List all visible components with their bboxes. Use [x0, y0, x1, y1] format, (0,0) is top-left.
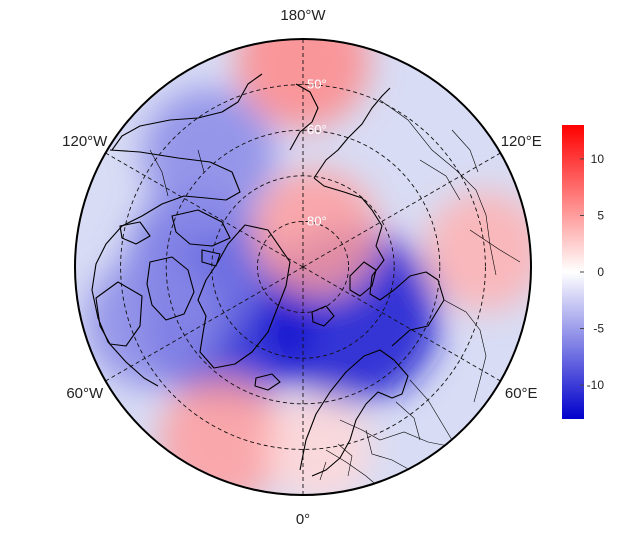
meridian-line	[302, 266, 501, 382]
latitude-circle	[120, 84, 486, 450]
novaya-zemlya-coastline	[349, 261, 377, 297]
colorbar-tick-label: 0	[597, 265, 604, 279]
alaska-coastline	[111, 73, 263, 151]
colorbar-ticks: 10 5 0 -5 -10	[580, 152, 604, 392]
baffin-island-coastline	[146, 256, 195, 321]
canadian-archipelago-coastline	[119, 209, 231, 267]
border-line	[379, 99, 497, 276]
border-line	[325, 429, 411, 489]
map-border	[74, 38, 532, 496]
borders-layer	[149, 99, 521, 489]
meridian-line	[105, 266, 304, 382]
border-line	[149, 149, 205, 197]
border-line	[419, 129, 521, 263]
latitude-label: 80°	[307, 213, 327, 228]
hudson-bay-coastline	[95, 281, 143, 347]
border-line	[339, 419, 449, 447]
meridian-line	[105, 152, 304, 268]
border-line	[319, 443, 353, 481]
colorbar: 10 5 0 -5 -10	[562, 125, 604, 419]
latitude-label: 50°	[307, 77, 327, 92]
longitude-label: 60°W	[66, 385, 104, 402]
map-disc	[75, 39, 531, 495]
iceland-coastline	[254, 373, 281, 391]
longitude-label: 180°W	[280, 7, 326, 24]
colorbar-tick-label: 10	[591, 152, 605, 166]
meridian-line	[302, 152, 501, 268]
chukotka-coastline	[289, 83, 319, 151]
latitude-label: 60°	[307, 122, 327, 137]
longitude-label: 120°W	[62, 133, 108, 150]
colorbar-tick-label: 5	[597, 208, 604, 222]
longitude-label: 60°E	[505, 385, 538, 402]
graticule-layer	[75, 39, 531, 495]
colorbar-tick-label: -10	[587, 378, 605, 392]
anomaly-blob	[142, 88, 277, 223]
svalbard-coastline	[311, 305, 335, 327]
border-line	[443, 299, 487, 403]
anomaly-blob	[251, 169, 379, 297]
anomaly-blob	[158, 377, 286, 495]
longitude-label: 0°	[296, 511, 310, 528]
longitude-label: 120°E	[501, 133, 542, 150]
longitude-labels: 180°W 120°E 60°E 0° 60°W 120°W	[62, 7, 542, 528]
latitude-labels: 50° 60° 80°	[307, 77, 327, 229]
colorbar-tick-label: -5	[593, 322, 604, 336]
scandinavia-coastline	[299, 349, 409, 477]
siberia-coastline	[313, 87, 391, 179]
anomaly-blob	[265, 395, 372, 495]
anomaly-blob	[86, 254, 221, 389]
border-line	[395, 379, 453, 441]
colorbar-scale	[562, 125, 584, 419]
